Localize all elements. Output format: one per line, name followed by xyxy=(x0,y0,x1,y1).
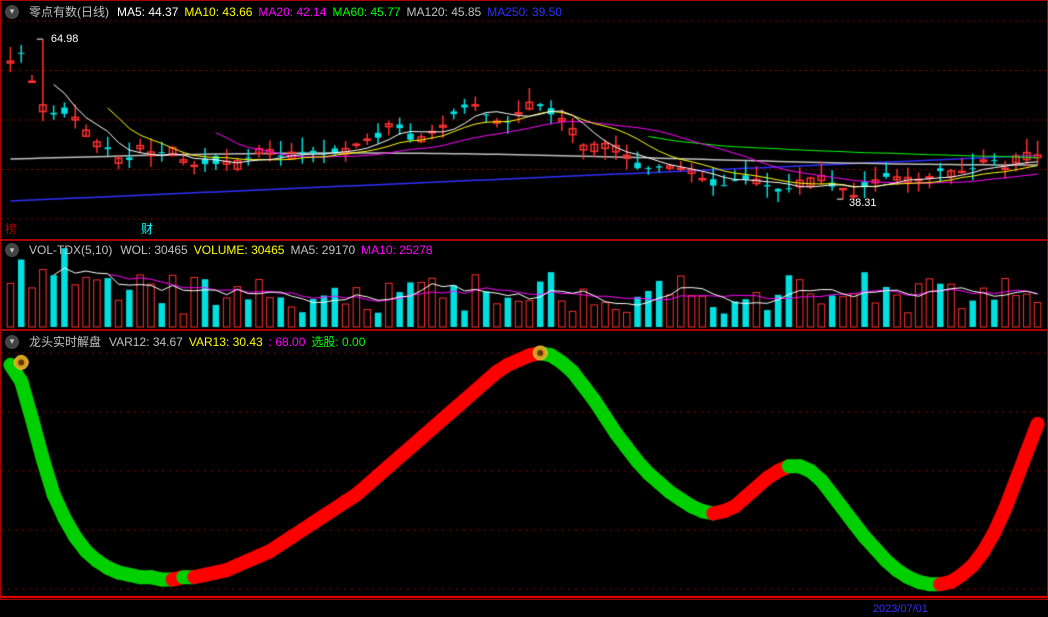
volume-panel[interactable]: ▾ VOL-TDX(5,10) WOL: 30465VOLUME: 30465M… xyxy=(0,240,1048,330)
osc-title: 龙头实时解盘 xyxy=(29,333,101,350)
volume-header: ▾ VOL-TDX(5,10) WOL: 30465VOLUME: 30465M… xyxy=(5,243,439,257)
osc-legend: VAR12: 34.67VAR13: 30.43: 68.00选股: 0.00 xyxy=(109,333,371,350)
collapse-icon[interactable]: ▾ xyxy=(5,5,19,19)
collapse-icon[interactable]: ▾ xyxy=(5,243,19,257)
vol-title: VOL-TDX(5,10) xyxy=(29,243,112,257)
price-title: 零点有数(日线) xyxy=(29,3,109,20)
oscillator-canvas[interactable] xyxy=(1,331,1047,599)
ma-legend: MA5: 44.37MA10: 43.66MA20: 42.14MA60: 45… xyxy=(117,5,568,19)
vol-legend: WOL: 30465VOLUME: 30465MA5: 29170MA10: 2… xyxy=(120,243,438,257)
price-header: ▾ 零点有数(日线) MA5: 44.37MA10: 43.66MA20: 42… xyxy=(5,3,568,20)
price-canvas[interactable] xyxy=(1,1,1047,239)
bottom-left-label: 榜 xyxy=(5,220,17,237)
cai-label: 财 xyxy=(141,220,153,237)
oscillator-panel[interactable]: ▾ 龙头实时解盘 VAR12: 34.67VAR13: 30.43: 68.00… xyxy=(0,330,1048,600)
footer-date: 2023/07/01 xyxy=(873,603,928,615)
collapse-icon[interactable]: ▾ xyxy=(5,335,19,349)
oscillator-header: ▾ 龙头实时解盘 VAR12: 34.67VAR13: 30.43: 68.00… xyxy=(5,333,371,350)
price-panel[interactable]: ▾ 零点有数(日线) MA5: 44.37MA10: 43.66MA20: 42… xyxy=(0,0,1048,240)
